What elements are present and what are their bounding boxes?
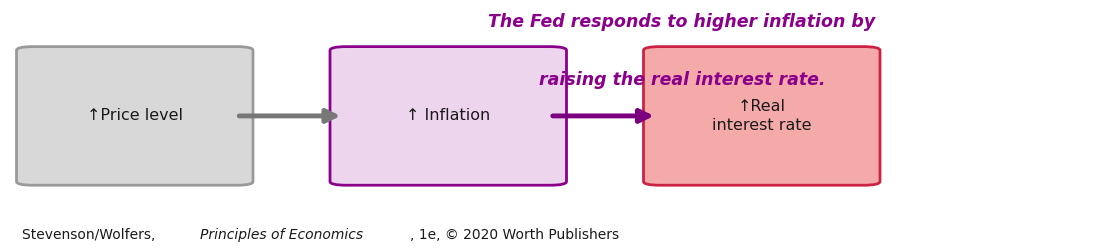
Text: ↑Price level: ↑Price level [87,108,183,123]
FancyBboxPatch shape [16,47,253,185]
Text: raising the real interest rate.: raising the real interest rate. [539,71,825,88]
Text: ↑Real
interest rate: ↑Real interest rate [712,99,812,133]
Text: ↑ Inflation: ↑ Inflation [406,108,491,123]
Text: Stevenson/Wolfers,: Stevenson/Wolfers, [22,228,159,242]
Text: The Fed responds to higher inflation by: The Fed responds to higher inflation by [488,13,876,30]
Text: , 1e, © 2020 Worth Publishers: , 1e, © 2020 Worth Publishers [410,228,619,242]
Text: Principles of Economics: Principles of Economics [200,228,363,242]
FancyBboxPatch shape [644,47,880,185]
FancyBboxPatch shape [330,47,566,185]
